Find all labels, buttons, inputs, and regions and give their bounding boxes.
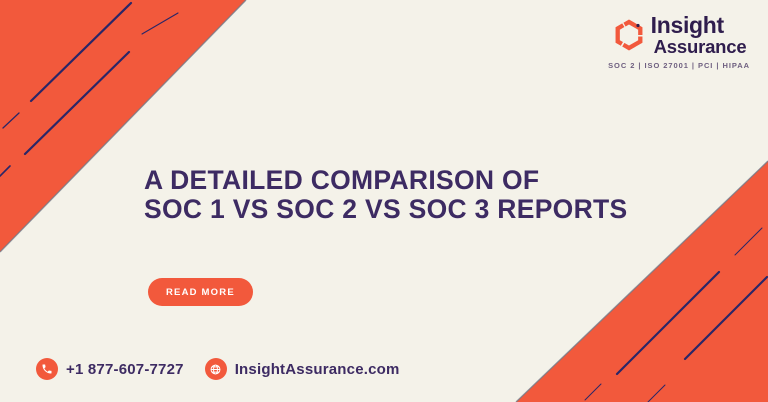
logo: Insight Assurance SOC 2 | ISO 27001 | PC… — [608, 14, 750, 70]
contact-bar: +1 877-607-7727 InsightAssurance.com — [36, 358, 400, 380]
phone-group[interactable]: +1 877-607-7727 — [36, 358, 184, 380]
logo-tagline: SOC 2 | ISO 27001 | PCI | HIPAA — [608, 60, 750, 70]
read-more-button[interactable]: READ MORE — [148, 278, 253, 306]
headline-line2: SOC 1 VS SOC 2 VS SOC 3 REPORTS — [144, 194, 628, 224]
hexagon-pinwheel-logo-icon — [612, 18, 646, 52]
headline-line1: A DETAILED COMPARISON OF — [144, 165, 540, 195]
website-group[interactable]: InsightAssurance.com — [204, 358, 400, 380]
logo-name-line1: Insight — [650, 12, 725, 38]
globe-icon — [204, 358, 227, 380]
page-title: A DETAILED COMPARISON OF SOC 1 VS SOC 2 … — [144, 166, 628, 224]
diagonal-stripes-top-left — [0, 1, 179, 177]
phone-number[interactable]: +1 877-607-7727 — [66, 360, 184, 378]
website-url[interactable]: InsightAssurance.com — [234, 360, 400, 378]
logo-name-line2: Assurance — [653, 36, 747, 57]
diagonal-stripes-bottom-right — [584, 227, 768, 402]
phone-icon — [36, 358, 58, 380]
